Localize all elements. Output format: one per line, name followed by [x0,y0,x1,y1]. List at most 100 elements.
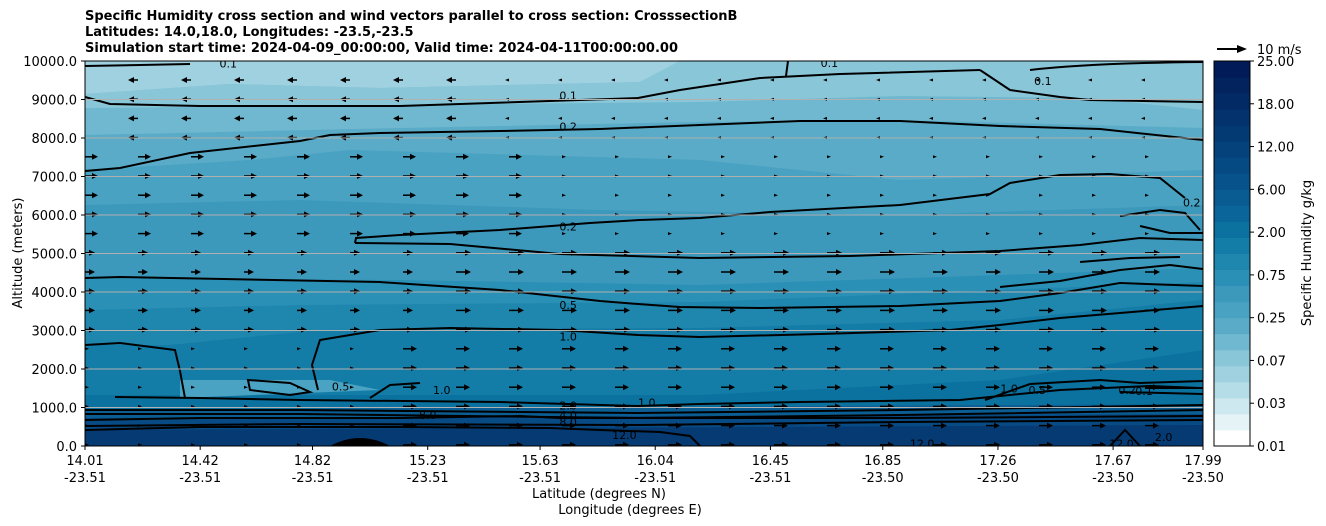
wind-vector [244,385,248,389]
wind-vector [464,422,470,429]
wind-vector [730,326,736,333]
wind-vector [145,211,151,218]
wind-vector [410,192,416,199]
wind-vector [836,326,842,333]
wind-vector [1100,345,1106,352]
plot-area: 0.10.10.10.10.20.20.20.51.00.51.02.04.08… [75,61,1203,446]
x-tick-label-lat: 14.82 [294,454,331,469]
wind-vector [624,249,630,256]
contour-label: 2.0 [1155,431,1173,444]
wind-vector [407,288,413,295]
colorbar-band [1214,189,1250,206]
wind-vector [89,288,95,295]
wind-vector [668,232,672,236]
x-tick-label-lon: -23.51 [407,471,449,486]
wind-vector [248,326,254,333]
wind-vector [1039,193,1043,197]
wind-vector [836,288,842,295]
wind-vector [516,153,522,160]
colorbar-band [1214,269,1250,287]
wind-vector [933,232,937,236]
x-tick-label-lon: -23.51 [292,471,334,486]
wind-vector [350,385,354,389]
x-tick-label-lon: -23.51 [179,471,221,486]
wind-vector [301,326,307,333]
y-tick-label: 1000.0 [32,402,78,417]
x-axis-label-longitude: Longitude (degrees E) [558,503,702,518]
wind-vector [1048,249,1054,256]
wind-vector [729,441,735,446]
wind-vector [836,249,842,256]
wind-vector [770,78,774,82]
wind-vector [393,77,399,83]
wind-vector [195,307,201,314]
wind-vector [85,347,89,351]
wind-vector [304,192,310,199]
wind-vector [251,230,257,237]
colorbar-band [1214,109,1250,126]
wind-vector [717,116,721,120]
wind-vector [994,384,1000,391]
wind-vector [297,424,301,428]
wind-vector [297,443,301,446]
colorbar-tick-label: 0.03 [1257,397,1286,412]
wind-vector [615,193,619,197]
wind-vector [1141,116,1145,120]
wind-vector [876,116,880,120]
wind-vector [571,269,577,275]
wind-vector [248,288,254,295]
wind-vector [982,116,986,120]
wind-vector [571,307,577,314]
wind-vector [297,385,301,389]
wind-vector [986,232,990,236]
wind-reference-key: 10 m/s [1217,43,1302,58]
colorbar-band [1214,429,1250,447]
wind-vector [880,232,884,236]
wind-vector [244,424,248,428]
wind-vector [340,115,346,122]
wind-vector [570,384,576,391]
wind-vector [941,441,947,446]
wind-vector [516,211,522,218]
wind-vector [823,78,827,82]
wind-vector [75,115,81,121]
wind-vector [248,269,254,275]
wind-vector [407,249,413,256]
colorbar-tick-label: 0.07 [1257,354,1286,369]
wind-vector [89,269,95,275]
wind-vector [518,249,524,256]
x-tick-label-lat: 16.45 [752,454,789,469]
wind-vector [198,192,204,199]
wind-vector [624,269,630,275]
wind-vector [1047,345,1053,352]
wind-vector [774,232,778,236]
wind-vector [986,155,990,159]
wind-vector [623,441,629,446]
wind-vector [1153,441,1159,446]
wind-vector [85,385,89,389]
colorbar-band [1214,349,1250,367]
wind-vector [677,249,683,256]
wind-vector [1048,269,1054,275]
wind-vector [1039,232,1043,236]
wind-vector [92,230,98,237]
wind-vector [1100,441,1106,446]
wind-vector [721,232,725,236]
wind-vector [1047,384,1053,391]
wind-vector [518,269,524,275]
wind-vector [198,153,204,160]
colorbar-band [1214,221,1250,238]
colorbar-band [1214,61,1250,78]
wind-vector [518,326,524,333]
wind-vector [783,269,789,275]
wind-vector [304,211,310,218]
y-tick-label: 4000.0 [32,286,78,301]
wind-vector [142,326,148,333]
wind-vector [1101,249,1107,256]
x-tick-label-lon: -23.50 [1182,471,1224,486]
wind-vector [287,115,293,122]
wind-vector [181,77,187,83]
wind-vector [1088,116,1092,120]
wind-vector [89,307,95,314]
wind-vector [357,192,363,199]
